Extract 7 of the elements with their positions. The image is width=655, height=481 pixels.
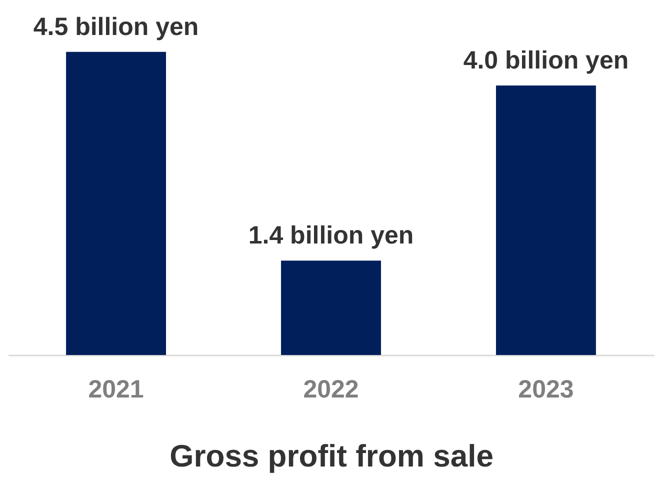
data-label: 4.5 billion yen xyxy=(33,12,199,41)
data-label: 1.4 billion yen xyxy=(248,222,414,250)
x-axis-title: Gross profit from sale xyxy=(170,438,494,474)
x-tick-label: 2022 xyxy=(303,376,359,404)
x-tick-label: 2023 xyxy=(518,376,574,404)
data-label: 4.0 billion yen xyxy=(463,46,629,75)
x-tick-label: 2021 xyxy=(88,376,144,404)
